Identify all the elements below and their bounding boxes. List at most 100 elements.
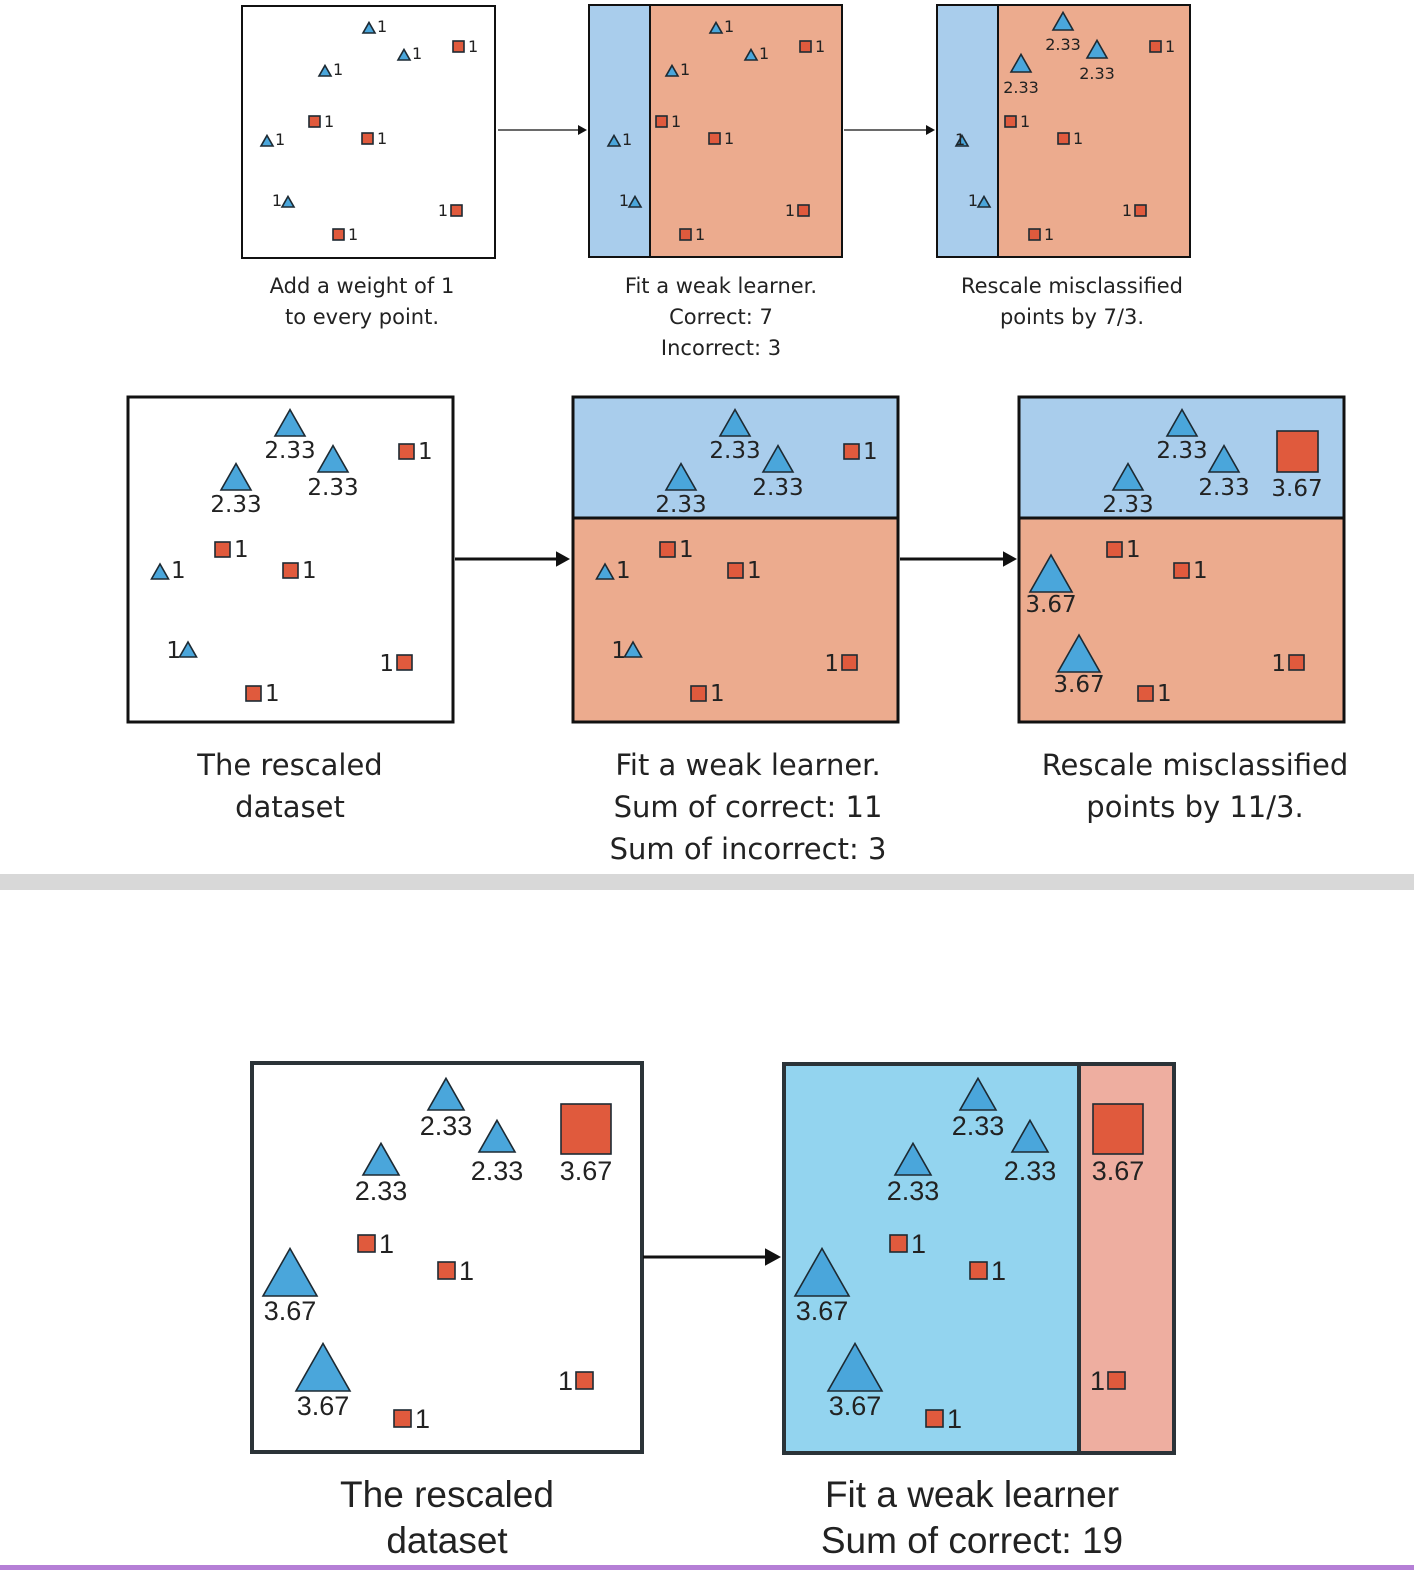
triangle-icon: [976, 194, 992, 208]
data-point: 3.67: [826, 1341, 884, 1421]
square-icon: [1057, 132, 1070, 145]
square-icon: [969, 1261, 988, 1280]
weight-label: 2.33: [1198, 475, 1249, 501]
arrow-head: [556, 551, 570, 567]
data-point: 2.33: [1156, 407, 1208, 464]
data-point: 2.33: [1079, 38, 1115, 83]
weight-label: 1: [459, 1256, 474, 1286]
square-icon: [799, 40, 812, 53]
data-point: 1: [1106, 537, 1141, 563]
data-point: 1: [611, 638, 643, 664]
weight-label: 3.67: [560, 1156, 613, 1186]
panel-caption: Incorrect: 3: [661, 336, 781, 360]
triangle-icon: [261, 1246, 319, 1297]
panel-caption: Rescale misclassified: [961, 274, 1183, 298]
region-negative: [650, 5, 842, 257]
square-icon: [396, 654, 413, 671]
weight-label: 1: [947, 1404, 962, 1434]
data-point: 3.67: [793, 1246, 851, 1326]
panel-frame: [588, 4, 843, 258]
triangle-icon: [294, 1341, 352, 1392]
square-icon: [1004, 115, 1017, 128]
arrow-right-icon: [643, 1248, 781, 1266]
weight-label: 1: [759, 44, 769, 63]
data-point: 1: [259, 130, 285, 149]
triangle-icon: [1111, 461, 1145, 491]
weight-label: 1: [680, 60, 690, 79]
triangle-icon: [954, 133, 970, 147]
data-point: 1: [452, 37, 478, 56]
triangle-icon: [826, 1341, 884, 1392]
data-point: 3.67: [294, 1341, 352, 1421]
arrow-right-icon: [844, 125, 935, 135]
panel: 2.33 2.33 2.33 3.67 1 1 3.67 3.67 1 1 Rescale misc…: [1017, 395, 1348, 824]
data-point: 1: [968, 191, 992, 210]
data-point: 1: [317, 60, 343, 79]
weight-label: 1: [824, 651, 839, 677]
weight-label: 1: [724, 129, 734, 148]
data-point: 2.33: [471, 1118, 523, 1186]
panel-caption: points by 11/3.: [1086, 790, 1303, 824]
square-icon: [925, 1409, 944, 1428]
data-point: 1: [659, 537, 694, 563]
data-point: 1: [272, 191, 296, 210]
square-icon: [1134, 204, 1147, 217]
data-point: 1: [799, 37, 825, 56]
triangle-icon: [477, 1118, 517, 1153]
data-point: 1: [214, 537, 249, 563]
triangle-icon: [718, 407, 752, 437]
weight-label: 1: [265, 681, 280, 707]
weight-label: 2.33: [1156, 438, 1207, 464]
weight-label: 2.33: [1102, 492, 1153, 518]
triangle-icon: [623, 640, 643, 658]
square-icon: [332, 228, 345, 241]
square-icon: [690, 685, 707, 702]
weight-label: 3.67: [297, 1391, 350, 1421]
square-icon: [708, 132, 721, 145]
triangle-icon: [1010, 1118, 1050, 1153]
data-point: 2.33: [709, 407, 761, 464]
weight-label: 1: [415, 1404, 430, 1434]
data-point: 1: [150, 558, 186, 584]
data-point: 1: [1028, 225, 1054, 244]
weight-label: 1: [234, 537, 249, 563]
weight-label: 2.33: [752, 475, 803, 501]
panel-caption: The rescaled: [340, 1474, 554, 1515]
square-icon: [357, 1234, 376, 1253]
square-icon: [679, 228, 692, 241]
weight-label: 2.33: [1004, 1156, 1057, 1186]
panel-caption: Sum of correct: 19: [821, 1520, 1123, 1561]
data-point: 3.67: [1271, 430, 1323, 502]
data-point: 1: [1137, 681, 1172, 707]
weight-label: 3.67: [1025, 592, 1076, 618]
data-point: 1: [393, 1404, 430, 1434]
weight-label: 2.33: [887, 1176, 940, 1206]
weight-label: 1: [377, 129, 387, 148]
square-icon: [797, 204, 810, 217]
square-icon: [841, 654, 858, 671]
panel-caption: The rescaled: [196, 748, 382, 782]
triangle-icon: [1051, 10, 1075, 31]
weight-label: 3.67: [1053, 672, 1104, 698]
section-divider: [0, 874, 1414, 890]
weight-label: 1: [911, 1229, 926, 1259]
weight-label: 1: [171, 558, 186, 584]
weight-label: 3.67: [1092, 1156, 1145, 1186]
data-point: 2.33: [887, 1141, 940, 1206]
square-icon: [1149, 40, 1162, 53]
panel-caption: Add a weight of 1: [270, 274, 455, 298]
panel: 2.33 2.33 2.33 1 1 1 1 1 1 1 Rescale misclassified…: [936, 4, 1191, 329]
triangle-icon: [664, 461, 698, 491]
triangle-icon: [743, 47, 759, 61]
weight-label: 1: [1165, 37, 1175, 56]
data-point: 1: [332, 225, 358, 244]
weight-label: 1: [955, 130, 965, 149]
data-point: 1: [396, 44, 422, 63]
data-point: 3.67: [1025, 553, 1077, 618]
panel-caption: Fit a weak learner.: [615, 748, 880, 782]
data-point: 2.33: [1045, 10, 1081, 54]
triangle-icon: [219, 461, 253, 491]
weight-label: 1: [412, 44, 422, 63]
square-icon: [1028, 228, 1041, 241]
